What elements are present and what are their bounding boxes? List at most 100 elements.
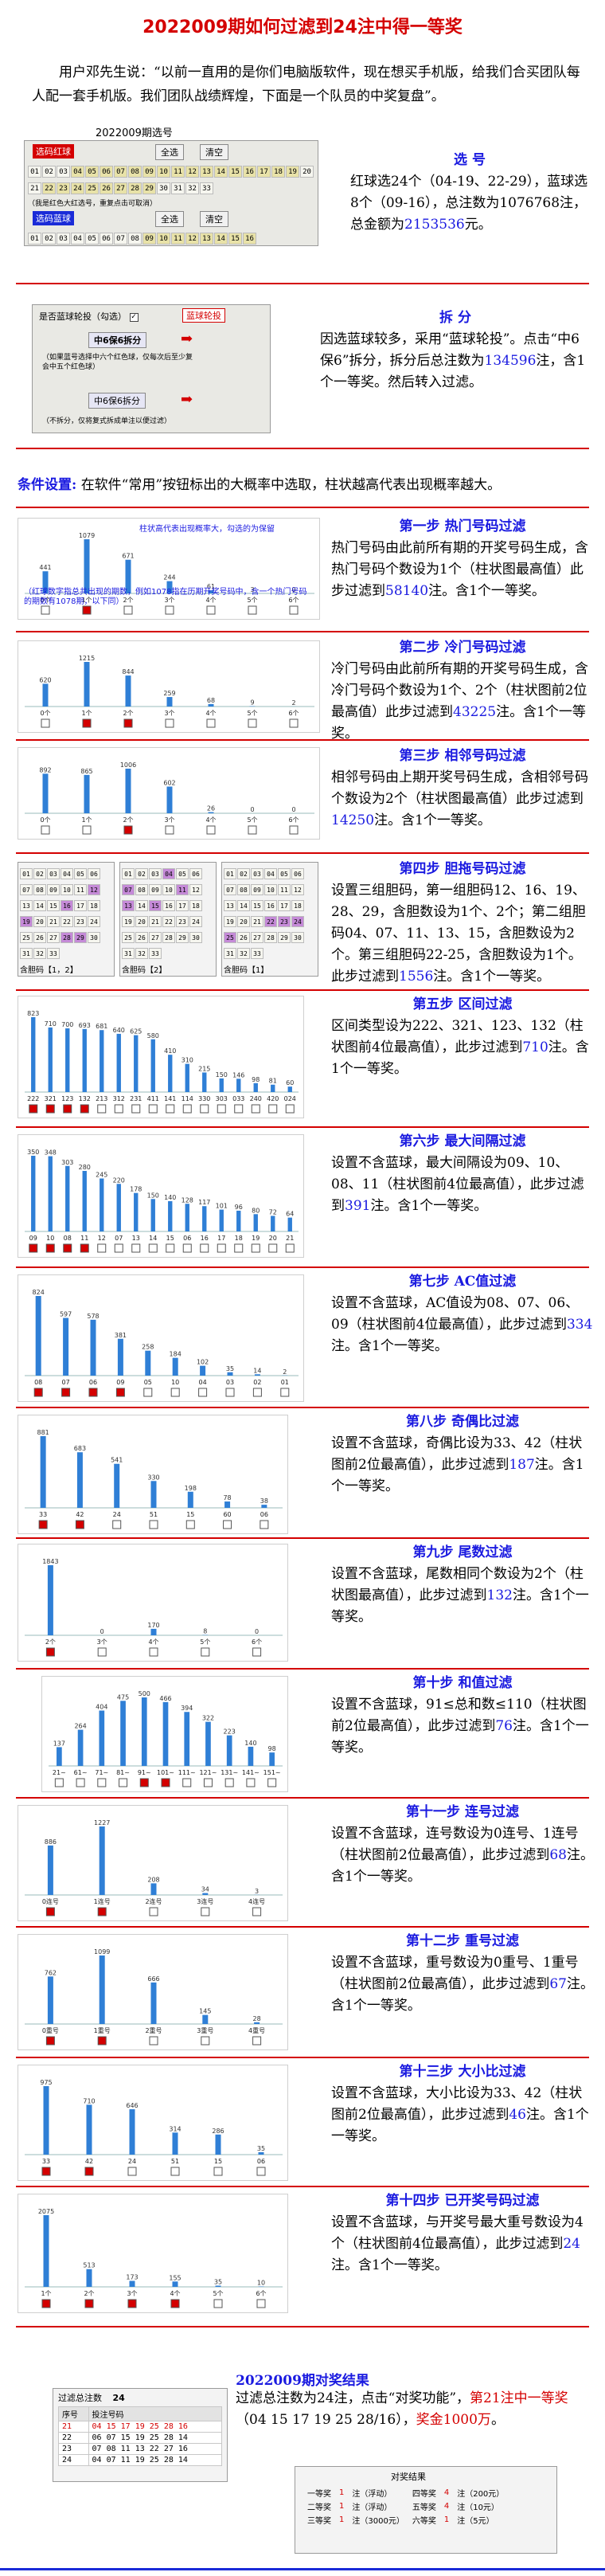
split-6-6-button[interactable]: 中6保6拆分 [88,332,147,348]
dan-number-cell[interactable]: 27 [251,932,263,943]
dan-number-cell[interactable]: 28 [264,932,277,943]
red-number-cell[interactable]: 06 [100,166,113,178]
dan-number-cell[interactable]: 09 [47,884,60,895]
red-number-cell[interactable]: 13 [200,166,213,178]
table-row[interactable]: 23 07 08 11 13 22 27 16 [58,2443,223,2455]
red-number-cell[interactable]: 01 [28,166,41,178]
blue-clear-button[interactable]: 清空 [200,211,228,227]
dan-number-cell[interactable]: 08 [135,884,148,895]
dan-number-cell[interactable]: 07 [224,884,236,895]
dan-number-cell[interactable]: 02 [135,868,148,879]
blue-number-cell[interactable]: 07 [114,233,127,245]
dan-number-cell[interactable]: 25 [20,932,33,943]
red-number-cell[interactable]: 05 [85,166,99,178]
red-number-cell[interactable]: 19 [286,166,299,178]
dan-number-cell[interactable]: 19 [20,916,33,927]
dan-number-cell[interactable]: 21 [47,916,60,927]
dan-number-cell[interactable]: 18 [88,900,100,911]
dan-number-cell[interactable]: 29 [278,932,291,943]
blue-select-all-button[interactable]: 全选 [155,211,184,227]
dan-number-cell[interactable]: 07 [20,884,33,895]
dan-number-cell[interactable]: 04 [264,868,277,879]
blue-number-cell[interactable]: 06 [100,233,113,245]
dan-number-cell[interactable]: 12 [88,884,100,895]
dan-number-cell[interactable]: 24 [291,916,304,927]
dan-number-cell[interactable]: 11 [176,884,189,895]
dan-number-cell[interactable]: 07 [122,884,135,895]
dan-number-cell[interactable]: 33 [251,948,263,959]
dan-number-cell[interactable]: 13 [224,900,236,911]
dan-number-cell[interactable]: 30 [189,932,202,943]
dan-number-cell[interactable]: 33 [47,948,60,959]
red-number-cell[interactable]: 20 [300,166,314,178]
dan-number-cell[interactable]: 06 [88,868,100,879]
red-number-cell[interactable]: 28 [128,182,142,194]
red-number-cell[interactable]: 25 [85,182,99,194]
dan-number-cell[interactable]: 23 [74,916,87,927]
red-number-cell[interactable]: 12 [185,166,199,178]
dan-number-cell[interactable]: 10 [162,884,175,895]
dan-number-cell[interactable]: 21 [251,916,263,927]
dan-number-cell[interactable]: 17 [74,900,87,911]
red-number-cell[interactable]: 10 [157,166,170,178]
red-number-cell[interactable]: 30 [157,182,170,194]
dan-number-cell[interactable]: 17 [176,900,189,911]
red-select-all-button[interactable]: 全选 [155,144,184,160]
red-number-cell[interactable]: 22 [42,182,56,194]
red-number-cell[interactable]: 17 [257,166,271,178]
red-number-cell[interactable]: 14 [214,166,228,178]
blue-number-cell[interactable]: 01 [28,233,41,245]
dan-number-cell[interactable]: 25 [122,932,135,943]
dan-number-cell[interactable]: 33 [149,948,162,959]
dan-number-cell[interactable]: 26 [33,932,46,943]
dan-number-cell[interactable]: 08 [33,884,46,895]
dan-number-cell[interactable]: 10 [264,884,277,895]
dan-number-cell[interactable]: 29 [74,932,87,943]
red-number-cell[interactable]: 11 [171,166,185,178]
dan-number-cell[interactable]: 28 [60,932,73,943]
dan-number-cell[interactable]: 20 [135,916,148,927]
dan-number-cell[interactable]: 16 [60,900,73,911]
dan-number-cell[interactable]: 15 [251,900,263,911]
blue-number-cell[interactable]: 10 [157,233,170,245]
red-number-cell[interactable]: 18 [271,166,285,178]
blue-number-cell[interactable]: 05 [85,233,99,245]
dan-number-cell[interactable]: 16 [162,900,175,911]
dan-number-cell[interactable]: 14 [237,900,250,911]
dan-number-cell[interactable]: 11 [74,884,87,895]
dan-number-cell[interactable]: 19 [122,916,135,927]
dan-number-cell[interactable]: 29 [176,932,189,943]
dan-number-cell[interactable]: 01 [122,868,135,879]
dan-number-cell[interactable]: 20 [33,916,46,927]
blue-number-cell[interactable]: 15 [228,233,242,245]
dan-number-cell[interactable]: 19 [224,916,236,927]
dan-number-cell[interactable]: 01 [20,868,33,879]
dan-number-cell[interactable]: 22 [162,916,175,927]
dan-number-cell[interactable]: 04 [60,868,73,879]
split-6-6-alt-button[interactable]: 中6保6拆分 [88,393,146,409]
dan-number-cell[interactable]: 31 [224,948,236,959]
table-row[interactable]: 21 04 15 17 19 25 28 16 [58,2421,223,2433]
dan-number-cell[interactable]: 14 [33,900,46,911]
red-number-cell[interactable]: 07 [114,166,127,178]
dan-number-cell[interactable]: 09 [149,884,162,895]
red-number-cell[interactable]: 04 [71,166,84,178]
red-number-cell[interactable]: 24 [71,182,84,194]
red-number-cell[interactable]: 15 [228,166,242,178]
blue-number-cell[interactable]: 08 [128,233,142,245]
dan-number-cell[interactable]: 02 [33,868,46,879]
dan-number-cell[interactable]: 16 [264,900,277,911]
red-number-cell[interactable]: 02 [42,166,56,178]
red-number-cell[interactable]: 23 [57,182,70,194]
dan-number-cell[interactable]: 05 [278,868,291,879]
dan-number-cell[interactable]: 18 [291,900,304,911]
dan-number-cell[interactable]: 22 [264,916,277,927]
dan-number-cell[interactable]: 06 [291,868,304,879]
dan-number-cell[interactable]: 24 [189,916,202,927]
red-number-cell[interactable]: 08 [128,166,142,178]
dan-number-cell[interactable]: 10 [60,884,73,895]
blue-number-cell[interactable]: 04 [71,233,84,245]
dan-number-cell[interactable]: 13 [20,900,33,911]
dan-number-cell[interactable]: 06 [189,868,202,879]
red-clear-button[interactable]: 清空 [200,144,228,160]
